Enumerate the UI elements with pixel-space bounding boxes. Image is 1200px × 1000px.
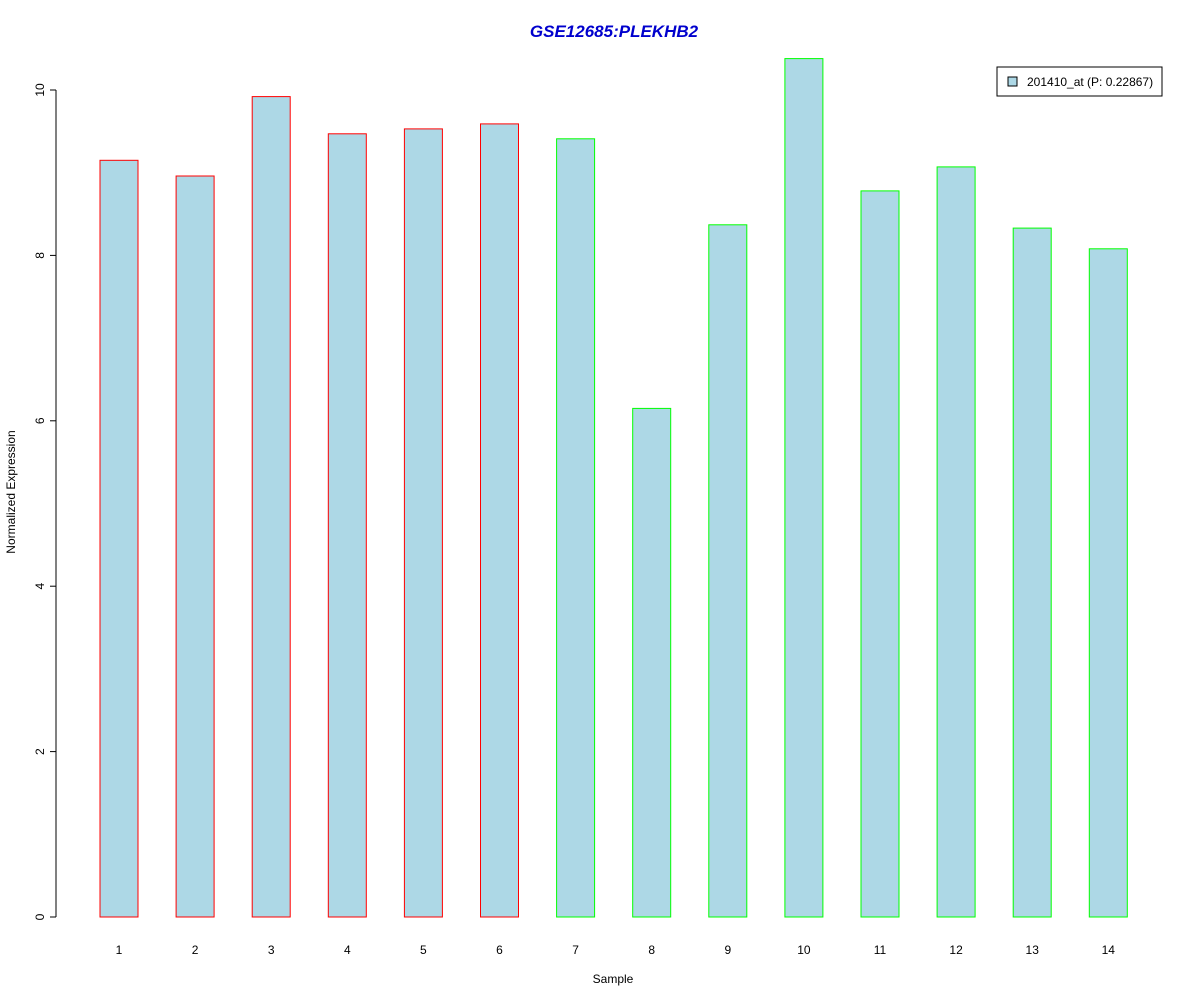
- y-tick-label: 4: [33, 583, 47, 590]
- x-tick-label: 1: [116, 943, 123, 957]
- x-tick-label: 9: [724, 943, 731, 957]
- x-tick-label: 4: [344, 943, 351, 957]
- bar-sample-6: [480, 123, 519, 918]
- bar-sample-7: [556, 138, 596, 918]
- y-tick-label: 2: [33, 748, 47, 755]
- x-tick-label: 10: [797, 943, 811, 957]
- x-tick-label: 11: [874, 943, 887, 957]
- y-axis: 0 2 4 6 8 10: [33, 83, 57, 920]
- bar-sample-9: [708, 224, 748, 918]
- bar-sample-4: [327, 133, 367, 918]
- x-tick-labels: 1 2 3 4 5 6 7 8 9 10 11 12 13 14: [116, 943, 1116, 957]
- x-tick-label: 3: [268, 943, 275, 957]
- y-tick-label: 0: [33, 913, 47, 920]
- y-tick-label: 6: [33, 417, 47, 424]
- legend-box: [996, 66, 1163, 97]
- x-tick-label: 7: [572, 943, 579, 957]
- x-axis-label: Sample: [593, 972, 634, 986]
- bars-group: [99, 58, 1128, 918]
- x-tick-label: 14: [1102, 943, 1116, 957]
- x-tick-label: 12: [949, 943, 963, 957]
- bar-sample-1: [99, 159, 139, 918]
- legend-swatch: [1007, 76, 1018, 87]
- bar-sample-10: [784, 58, 824, 918]
- bar-sample-13: [1012, 227, 1052, 918]
- legend: 201410_at (P: 0.22867): [996, 66, 1163, 97]
- bar-sample-14: [1088, 248, 1128, 918]
- y-tick-label: 8: [33, 252, 47, 259]
- bar-sample-3: [251, 96, 291, 918]
- x-tick-label: 8: [648, 943, 655, 957]
- bar-sample-2: [175, 175, 215, 918]
- y-tick-label: 10: [33, 83, 47, 97]
- x-tick-label: 6: [496, 943, 503, 957]
- bar-sample-8: [632, 407, 672, 918]
- x-tick-label: 13: [1026, 943, 1040, 957]
- x-tick-label: 5: [420, 943, 427, 957]
- legend-label: 201410_at (P: 0.22867): [1027, 75, 1153, 89]
- x-tick-label: 2: [192, 943, 199, 957]
- bar-sample-12: [936, 166, 976, 918]
- bar-sample-11: [860, 190, 900, 918]
- bar-sample-5: [403, 128, 443, 918]
- chart-title: GSE12685:PLEKHB2: [530, 22, 699, 41]
- y-axis-label: Normalized Expression: [4, 430, 18, 553]
